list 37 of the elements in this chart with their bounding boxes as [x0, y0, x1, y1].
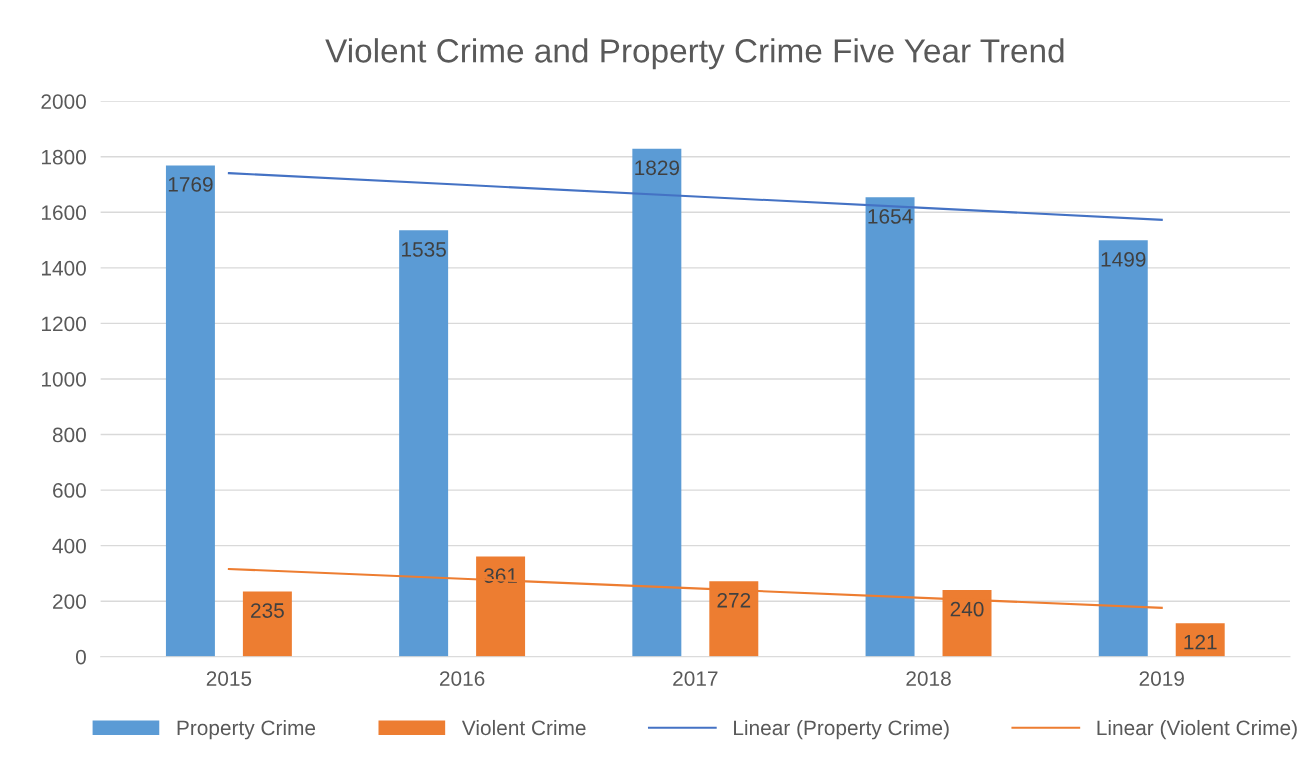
y-tick-label: 2000: [41, 94, 86, 109]
chart-title: Violent Crime and Property Crime Five Year Trend: [325, 38, 1064, 70]
y-tick-label: 0: [75, 649, 86, 665]
bar: [399, 230, 449, 657]
bar: [632, 148, 682, 657]
x-tick-label: 2017: [673, 671, 718, 686]
data-label: 272: [717, 592, 751, 608]
x-tick-label: 2019: [1139, 671, 1184, 686]
data-label: 121: [1184, 634, 1217, 650]
bar: [865, 197, 915, 657]
x-tick-label: 2016: [439, 671, 485, 686]
data-label: 240: [950, 601, 984, 617]
data-label: 1535: [402, 242, 446, 257]
x-tick-label: 2018: [906, 671, 951, 686]
data-label: 1769: [168, 177, 213, 192]
bar: [242, 591, 292, 657]
legend-label: Property Crime: [177, 719, 316, 740]
data-label: 1499: [1101, 252, 1146, 267]
y-tick-label: 200: [53, 594, 86, 609]
y-tick-label: 1200: [42, 316, 86, 332]
y-tick-label: 1400: [42, 260, 86, 276]
bar: [1175, 623, 1225, 657]
legend-label: Violent Crime: [461, 719, 586, 736]
legend-label: Linear (Property Crime): [734, 719, 949, 740]
y-tick-label: 1800: [42, 149, 86, 165]
bar: [165, 165, 215, 657]
data-label: 1829: [635, 160, 680, 176]
y-tick-label: 1600: [42, 205, 86, 221]
y-tick-label: 1000: [42, 371, 86, 387]
data-label: 235: [251, 603, 284, 618]
x-tick-label: 2015: [206, 671, 252, 686]
data-label: 1654: [868, 209, 913, 224]
bar: [1098, 240, 1148, 657]
y-tick-label: 800: [52, 427, 86, 443]
legend-label: Linear (Violent Crime): [1097, 719, 1297, 740]
y-tick-label: 600: [53, 483, 86, 498]
y-tick-label: 400: [52, 538, 86, 554]
